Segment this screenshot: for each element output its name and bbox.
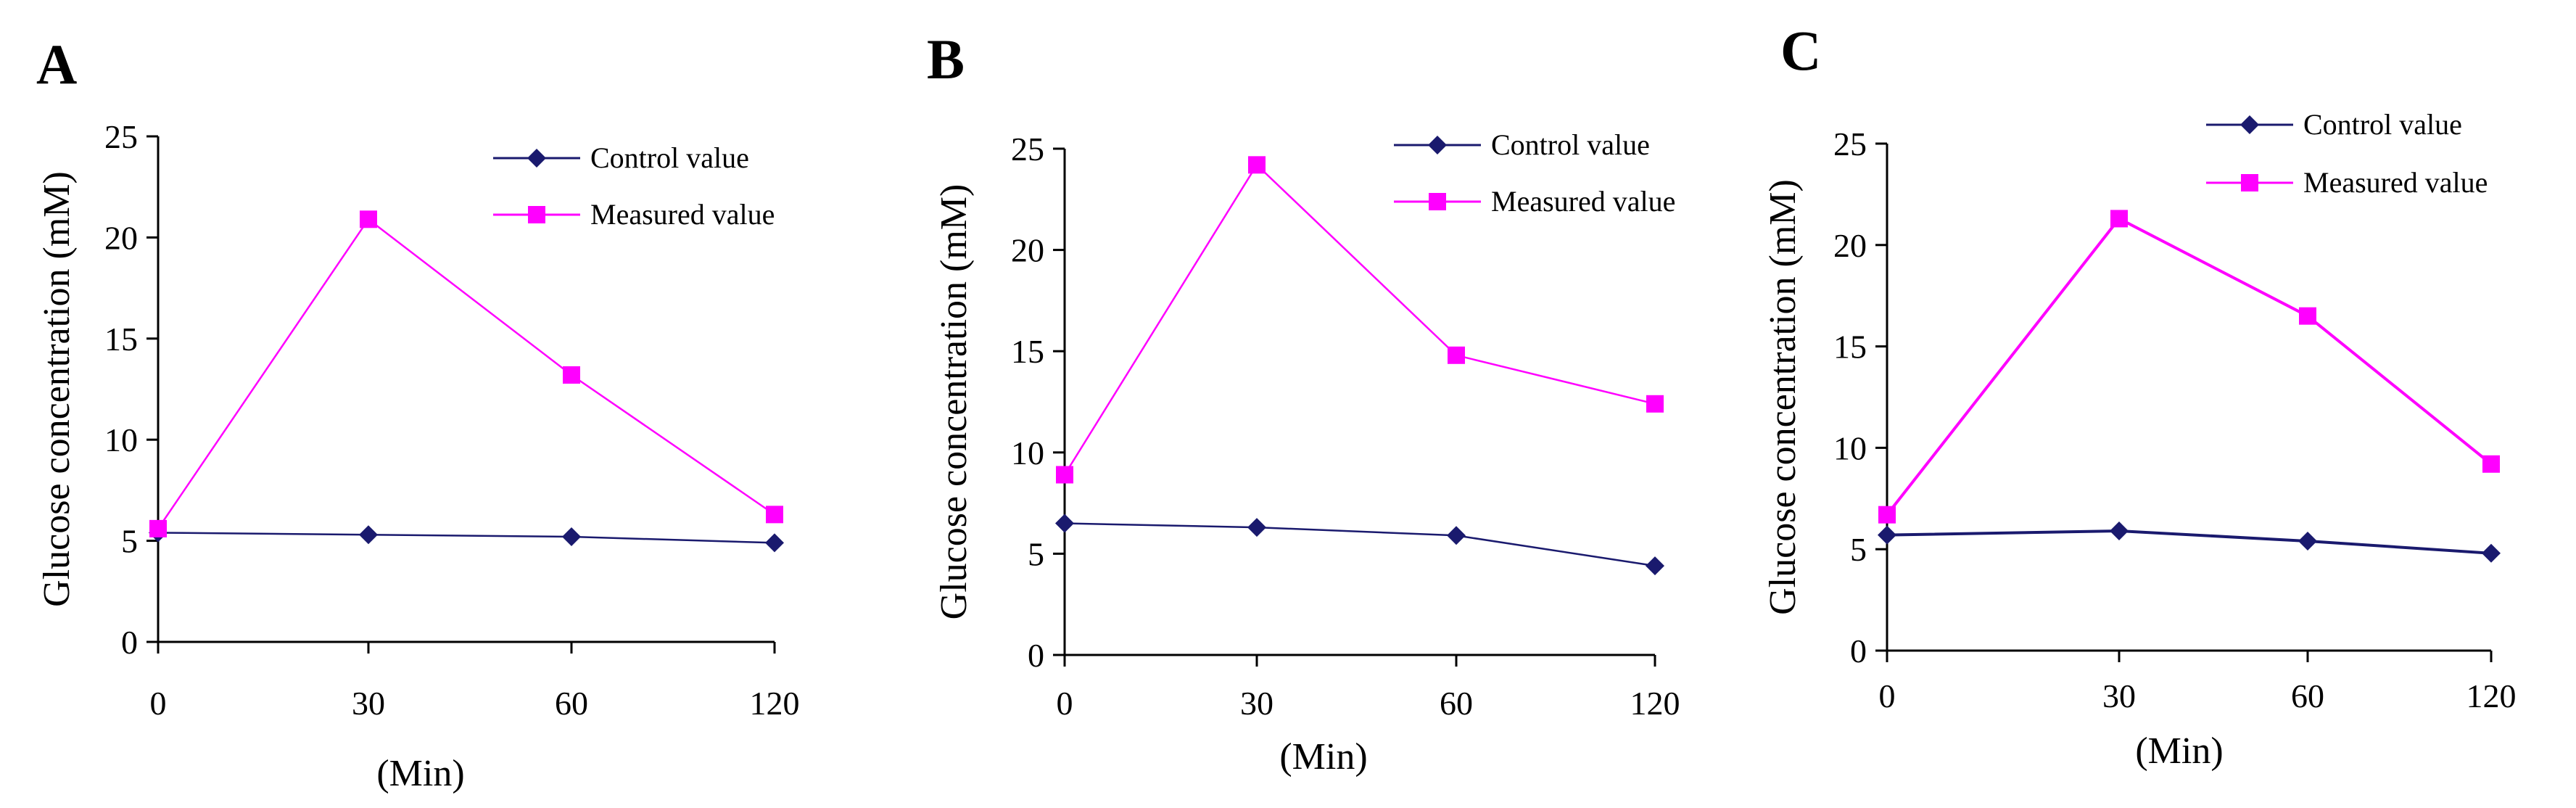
y-tick-label: 20 <box>104 219 138 256</box>
legend-label: Control value <box>590 141 749 174</box>
y-tick-label: 10 <box>1011 434 1044 471</box>
x-tick-label: 0 <box>1879 677 1896 714</box>
data-point-measured <box>1448 346 1465 364</box>
y-tick-label: 0 <box>121 624 138 661</box>
y-tick-label: 0 <box>1850 632 1867 669</box>
legend-marker-measured <box>528 206 545 223</box>
y-tick-label: 5 <box>121 523 138 560</box>
legend-marker-control <box>1428 136 1447 154</box>
series-line-measured <box>157 218 775 529</box>
chart-panel-a: A 0 5 10 15 20 25 0 30 60 120 (Min) Glucose concentr… <box>36 33 800 794</box>
y-tick-label: 0 <box>1028 637 1044 674</box>
x-tick-label: 60 <box>1440 685 1473 722</box>
legend-marker-control <box>527 149 546 168</box>
data-point-measured <box>1646 395 1664 413</box>
x-axis-title: (Min) <box>1279 736 1367 778</box>
data-point-measured <box>360 210 377 228</box>
y-axis-title: Glucose concentration (mM) <box>36 171 78 607</box>
legend-marker-control <box>2240 115 2259 134</box>
y-tick-label: 15 <box>1011 333 1044 370</box>
data-point-control <box>562 527 581 547</box>
legend-label: Measured value <box>590 198 775 231</box>
x-tick-label: 0 <box>1057 685 1073 722</box>
x-tick-label: 30 <box>2102 677 2136 714</box>
legend-label: Measured value <box>2303 166 2488 199</box>
y-tick-label: 15 <box>104 321 138 358</box>
data-point-control <box>1055 514 1074 533</box>
x-axis-title: (Min) <box>376 753 464 794</box>
data-point-measured <box>149 519 167 537</box>
series-line-control <box>157 532 775 544</box>
data-point-measured <box>2482 455 2500 473</box>
legend-marker-measured <box>1429 193 1446 210</box>
data-point-control <box>1247 518 1266 537</box>
x-tick-label: 30 <box>352 685 385 722</box>
x-axis-title: (Min) <box>2135 730 2223 772</box>
series-line-control <box>1886 529 2492 555</box>
y-tick-label: 20 <box>1011 232 1044 269</box>
data-point-control <box>1646 556 1664 576</box>
series-line-control <box>1064 522 1656 567</box>
x-tick-label: 120 <box>750 685 800 722</box>
legend-label: Control value <box>2303 108 2462 141</box>
x-tick-label: 0 <box>150 685 167 722</box>
y-axis-title: Glucose concentration (mM) <box>933 184 975 620</box>
series-line-measured <box>1063 163 1656 476</box>
x-tick-label: 30 <box>1240 685 1273 722</box>
data-point-control <box>2298 532 2317 551</box>
chart-panel-b: B 0 5 10 15 20 25 0 30 60 120 (Min) Glucose concentr… <box>927 28 1680 778</box>
x-tick-label: 120 <box>2466 677 2517 714</box>
data-point-measured <box>563 366 580 384</box>
panel-letter: C <box>1780 19 1821 82</box>
series-line-measured <box>1886 216 2493 516</box>
y-tick-label: 5 <box>1028 535 1044 572</box>
data-point-measured <box>1056 466 1073 484</box>
data-point-control <box>359 525 378 545</box>
legend-label: Measured value <box>1491 185 1675 218</box>
data-point-measured <box>1878 506 1896 524</box>
y-tick-label: 25 <box>1833 125 1867 162</box>
y-tick-label: 20 <box>1833 227 1867 264</box>
y-axis-title: Glucose concentration (mM) <box>1762 179 1804 615</box>
y-tick-label: 25 <box>104 118 138 155</box>
data-point-control <box>1878 525 1896 545</box>
chart-panel-c: C 0 5 10 15 20 25 0 30 60 120 (Min) Glucose concentr… <box>1762 19 2517 772</box>
data-point-measured <box>2110 210 2128 228</box>
y-tick-label: 5 <box>1850 531 1867 568</box>
panel-letter: B <box>927 28 965 91</box>
panel-letter: A <box>36 33 77 96</box>
data-point-measured <box>1248 156 1266 174</box>
legend-marker-measured <box>2241 174 2258 191</box>
x-tick-label: 120 <box>1630 685 1680 722</box>
y-tick-label: 25 <box>1011 131 1044 168</box>
data-point-measured <box>766 506 783 524</box>
y-tick-label: 10 <box>104 421 138 458</box>
x-tick-label: 60 <box>555 685 588 722</box>
y-tick-label: 15 <box>1833 329 1867 366</box>
data-point-control <box>765 533 784 553</box>
x-tick-label: 60 <box>2291 677 2324 714</box>
data-point-control <box>2110 522 2129 541</box>
data-point-control <box>1447 526 1466 545</box>
legend-label: Control value <box>1491 128 1650 161</box>
y-tick-label: 10 <box>1833 429 1867 466</box>
data-point-measured <box>2299 307 2316 325</box>
data-point-control <box>2482 543 2501 563</box>
